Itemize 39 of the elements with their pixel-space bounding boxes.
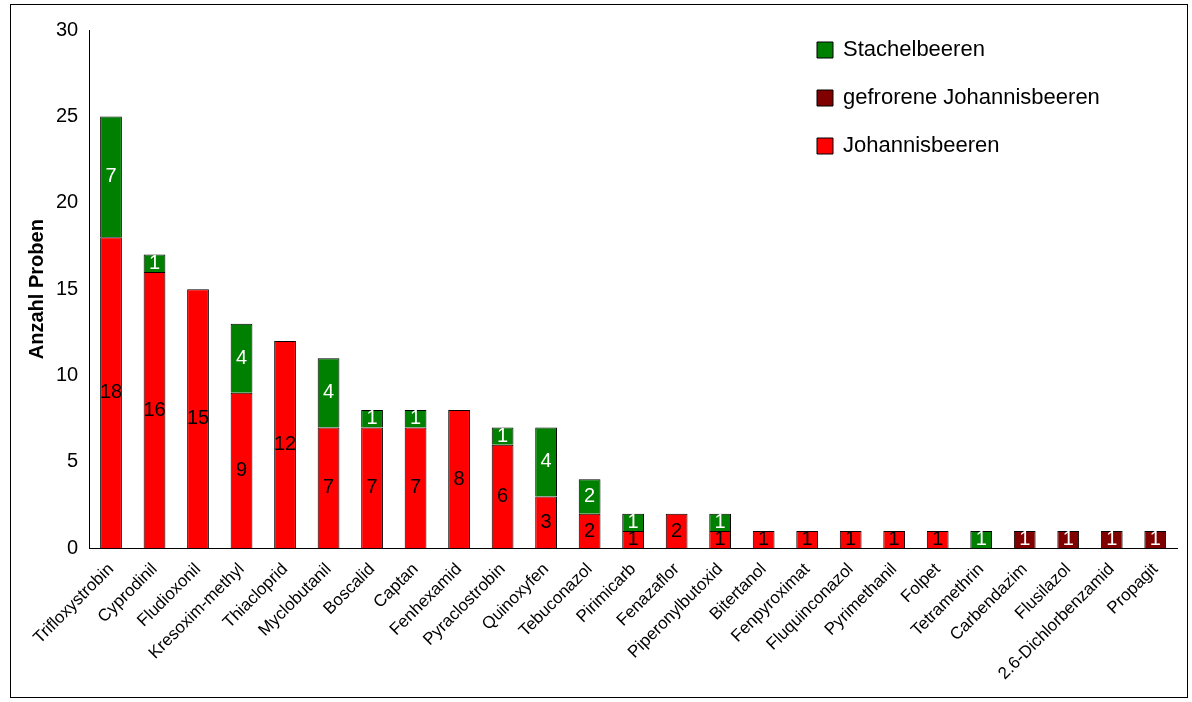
- data-label: 7: [322, 475, 335, 498]
- data-label: 3: [540, 509, 552, 532]
- data-label: 12: [273, 432, 297, 455]
- y-tick-label: 30: [56, 17, 79, 40]
- data-label: 1: [627, 509, 639, 532]
- data-label: 2: [584, 518, 596, 541]
- data-label: 1: [1149, 527, 1161, 550]
- data-label: 1: [148, 250, 161, 273]
- data-label: 1: [932, 527, 944, 550]
- data-label: 1: [1062, 527, 1074, 550]
- y-tick-label: 20: [56, 190, 79, 213]
- data-label: 4: [235, 345, 248, 368]
- data-label: 16: [143, 397, 166, 420]
- y-tick-label: 10: [56, 363, 79, 386]
- data-label: 9: [235, 458, 248, 481]
- data-label: 1: [1019, 527, 1031, 550]
- y-tick-label: 25: [56, 103, 79, 126]
- y-tick-label: 5: [67, 449, 79, 472]
- data-label: 2: [671, 518, 683, 541]
- y-tick-label: 15: [56, 276, 79, 299]
- data-label: 6: [497, 484, 509, 507]
- data-label: 1: [366, 406, 378, 429]
- data-label: 1: [975, 527, 987, 550]
- legend-label: Johannisbeeren: [843, 132, 1000, 158]
- data-label: 4: [540, 449, 552, 472]
- data-label: 7: [105, 164, 117, 187]
- data-label: 2: [584, 484, 596, 507]
- data-label: 1: [714, 509, 726, 532]
- data-label: 7: [366, 475, 378, 498]
- data-label: 1: [497, 423, 509, 446]
- y-axis-title: Anzahl Proben: [24, 219, 47, 360]
- data-label: 1: [410, 406, 422, 429]
- data-label: 4: [322, 380, 335, 403]
- data-label: 8: [453, 466, 465, 489]
- data-label: 7: [410, 475, 422, 498]
- legend-label: gefrorene Johannisbeeren: [843, 84, 1100, 110]
- y-tick-label: 0: [67, 535, 79, 558]
- data-label: 1: [1106, 527, 1118, 550]
- legend-label: Stachelbeeren: [843, 36, 985, 62]
